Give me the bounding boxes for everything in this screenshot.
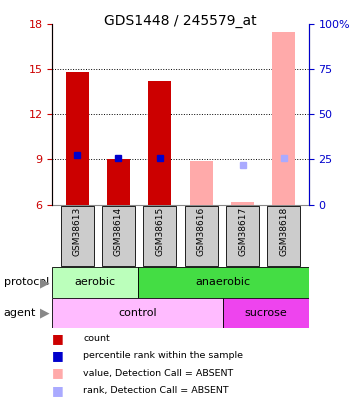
- Text: agent: agent: [4, 308, 36, 318]
- FancyBboxPatch shape: [61, 206, 94, 266]
- Text: protocol: protocol: [4, 277, 49, 288]
- FancyBboxPatch shape: [143, 206, 177, 266]
- Text: GSM38617: GSM38617: [238, 207, 247, 256]
- FancyBboxPatch shape: [102, 206, 135, 266]
- Text: ■: ■: [52, 384, 64, 397]
- Text: GSM38618: GSM38618: [279, 207, 288, 256]
- Bar: [190, 161, 213, 205]
- Text: ▶: ▶: [40, 306, 50, 320]
- Text: GSM38616: GSM38616: [197, 207, 206, 256]
- Text: GSM38614: GSM38614: [114, 207, 123, 256]
- Text: anaerobic: anaerobic: [196, 277, 251, 288]
- Text: value, Detection Call = ABSENT: value, Detection Call = ABSENT: [83, 369, 233, 377]
- Text: count: count: [83, 334, 110, 343]
- Bar: [107, 160, 130, 205]
- Text: percentile rank within the sample: percentile rank within the sample: [83, 351, 243, 360]
- Text: ▶: ▶: [40, 276, 50, 289]
- Text: ■: ■: [52, 332, 64, 345]
- FancyBboxPatch shape: [184, 206, 218, 266]
- FancyBboxPatch shape: [226, 206, 259, 266]
- Bar: [66, 72, 88, 205]
- Text: GSM38613: GSM38613: [73, 207, 82, 256]
- FancyBboxPatch shape: [223, 298, 309, 328]
- Text: GDS1448 / 245579_at: GDS1448 / 245579_at: [104, 14, 257, 28]
- Text: ■: ■: [52, 349, 64, 362]
- Bar: [148, 81, 171, 205]
- FancyBboxPatch shape: [52, 267, 138, 298]
- Text: GSM38615: GSM38615: [155, 207, 164, 256]
- Text: control: control: [118, 308, 157, 318]
- Text: ■: ■: [52, 367, 64, 379]
- Text: rank, Detection Call = ABSENT: rank, Detection Call = ABSENT: [83, 386, 229, 395]
- FancyBboxPatch shape: [52, 298, 223, 328]
- Bar: [273, 32, 295, 205]
- FancyBboxPatch shape: [138, 267, 309, 298]
- FancyBboxPatch shape: [267, 206, 300, 266]
- Text: sucrose: sucrose: [244, 308, 287, 318]
- Bar: [231, 202, 254, 205]
- Text: aerobic: aerobic: [74, 277, 116, 288]
